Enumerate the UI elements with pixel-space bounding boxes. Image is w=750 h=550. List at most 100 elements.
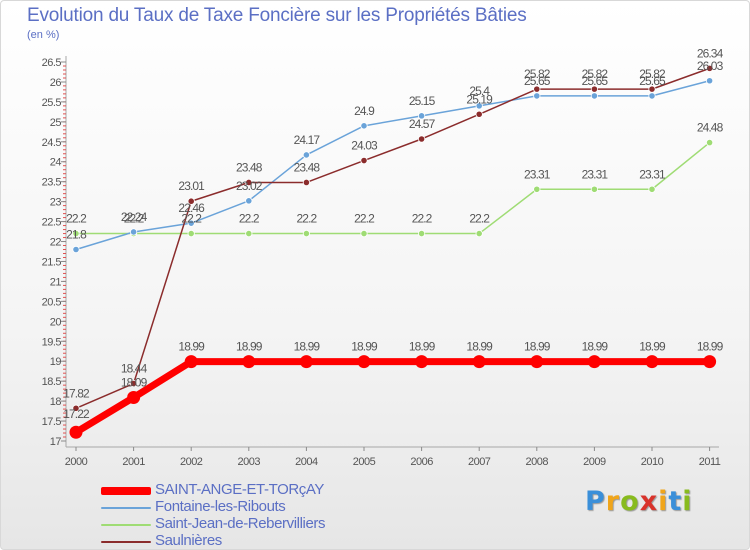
series-point [417, 135, 426, 143]
y-tick-label: 17 [50, 436, 62, 448]
data-label: 23.31 [582, 167, 609, 181]
y-tick-label: 17.5 [42, 416, 62, 428]
series-line-1 [75, 80, 711, 251]
series-point [187, 197, 195, 205]
data-label: 23.31 [524, 167, 551, 181]
legend-label: Fontaine-les-Ribouts [155, 498, 286, 515]
series-point [360, 122, 368, 130]
legend-item: Saulnières [101, 532, 421, 549]
x-tick-label: 2009 [583, 456, 606, 468]
legend-label: Saulnières [155, 532, 222, 549]
x-tick-label: 2008 [526, 456, 549, 468]
x-tick-label: 2010 [641, 456, 664, 468]
series-line-3 [75, 67, 711, 410]
legend-item: Fontaine-les-Ribouts [101, 498, 421, 516]
data-label: 25.65 [524, 74, 551, 88]
data-label: 22.46 [178, 201, 205, 215]
legend-label: SAINT-ANGE-ET-TORçAY [155, 481, 324, 498]
data-label: 18.99 [236, 340, 263, 354]
series-point [475, 102, 483, 110]
x-tick-label: 2003 [238, 456, 261, 468]
data-label: 18.99 [582, 340, 609, 354]
series-point [415, 355, 429, 369]
data-label: 17.82 [63, 386, 90, 400]
logo-letter: x [639, 486, 659, 517]
y-tick-label: 20 [50, 316, 62, 328]
data-label: 24.57 [409, 117, 436, 131]
x-tick-label: 2006 [410, 456, 433, 468]
logo-letter: i [658, 486, 669, 517]
data-label: 18.99 [524, 340, 551, 354]
data-label: 18.09 [121, 376, 148, 390]
data-label: 23.48 [236, 160, 263, 174]
series-point [590, 85, 599, 93]
data-label: 18.99 [466, 340, 493, 354]
series-point [69, 425, 83, 439]
data-label: 21.8 [66, 228, 87, 242]
series-point [357, 355, 371, 369]
legend-label: Saint-Jean-de-Rebervilliers [155, 515, 326, 532]
x-tick-label: 2004 [295, 456, 318, 468]
legend-item: Saint-Jean-de-Rebervilliers [101, 515, 421, 533]
series-point [245, 178, 253, 187]
legend-swatch [101, 541, 151, 543]
data-label: 23.31 [639, 167, 666, 181]
y-tick-label: 26.5 [42, 57, 62, 69]
series-point [705, 138, 714, 147]
series-point [475, 110, 483, 118]
data-label: 22.2 [297, 212, 318, 226]
data-label: 22.2 [412, 212, 433, 226]
logo-letter: r [605, 486, 621, 517]
data-label: 25.82 [582, 67, 609, 81]
x-tick-label: 2011 [699, 456, 721, 468]
series-point [648, 85, 656, 93]
x-tick-label: 2001 [122, 456, 145, 468]
data-label: 24.03 [351, 139, 378, 153]
y-tick-label: 21 [50, 276, 62, 288]
series-point [417, 229, 426, 238]
series-point [187, 229, 195, 238]
series-point [475, 229, 483, 238]
chart-title: Evolution du Taux de Taxe Foncière sur l… [27, 5, 527, 26]
data-label: 18.99 [294, 340, 321, 354]
series-point [530, 355, 544, 369]
data-label: 25.19 [466, 92, 493, 106]
data-label: 25.4 [469, 84, 490, 98]
data-label: 25.82 [639, 67, 666, 81]
data-label: 22.2 [239, 212, 260, 226]
legend-item: SAINT-ANGE-ET-TORçAY [101, 481, 421, 499]
y-tick-label: 18.5 [42, 376, 62, 388]
data-label: 18.99 [351, 340, 378, 354]
data-label: 22.2 [66, 212, 87, 226]
series-point [72, 404, 80, 412]
y-tick-label: 25 [50, 117, 62, 129]
data-label: 23.01 [178, 179, 205, 193]
y-unit-label: (en %) [27, 29, 60, 41]
series-lines [69, 64, 717, 439]
y-tick-label: 19.5 [42, 336, 62, 348]
y-tick-label: 25.5 [42, 97, 62, 109]
data-label: 26.03 [697, 59, 724, 73]
data-label: 22.2 [354, 212, 375, 226]
y-tick-label: 21.5 [42, 256, 62, 268]
legend-swatch [101, 524, 151, 526]
y-tick-label: 23.5 [42, 177, 62, 189]
series-point [590, 185, 599, 193]
x-tick-label: 2005 [353, 456, 376, 468]
data-label: 18.44 [121, 362, 148, 376]
legend-swatch [101, 487, 151, 495]
data-label: 24.9 [354, 104, 375, 118]
data-label: 22.24 [121, 210, 148, 224]
series-point [533, 92, 541, 100]
y-tick-label: 23 [50, 197, 62, 209]
axes: 17 17.5 18 18.5 19 19.5 20 20.5 21 21.5 22 22.5 23 23… [42, 56, 721, 468]
y-tick-label: 26 [50, 77, 62, 89]
y-tick-label: 20.5 [42, 296, 62, 308]
series-point [184, 355, 198, 369]
data-label: 25.65 [639, 74, 666, 88]
x-tick-label: 2000 [65, 456, 88, 468]
logo-letter: P [585, 486, 606, 517]
data-label: 22.2 [469, 212, 490, 226]
